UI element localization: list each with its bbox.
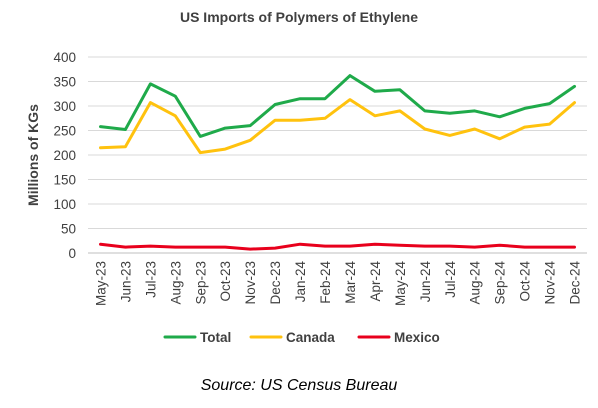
x-tick-label: Sep-24 xyxy=(493,261,508,305)
series-line-canada xyxy=(99,98,576,155)
x-tick-label: Nov-23 xyxy=(243,261,258,305)
legend-item-canada: Canada xyxy=(249,330,335,345)
x-tick-label: Dec-24 xyxy=(568,261,583,305)
x-tick-label: Aug-24 xyxy=(468,261,483,305)
x-tick-label: Oct-23 xyxy=(218,261,233,302)
x-tick-label: Jan-24 xyxy=(293,261,308,303)
y-tick-label: 350 xyxy=(53,75,76,90)
gridlines xyxy=(88,56,587,254)
x-tick-label: Sep-23 xyxy=(193,261,208,305)
x-tick-label: Dec-23 xyxy=(268,261,283,305)
legend-label: Mexico xyxy=(394,330,440,345)
source-note: Source: US Census Bureau xyxy=(200,377,398,394)
y-tick-label: 300 xyxy=(53,99,76,114)
chart-title: US Imports of Polymers of Ethylene xyxy=(180,9,418,25)
y-tick-label: 100 xyxy=(53,197,76,212)
y-tick-label: 250 xyxy=(53,124,76,139)
y-axis-label: Millions of KGs xyxy=(25,104,41,206)
x-tick-label: Nov-24 xyxy=(543,261,558,305)
y-tick-label: 400 xyxy=(53,50,76,65)
x-tick-label: Jun-23 xyxy=(118,261,133,302)
x-tick-label: Jul-23 xyxy=(143,261,158,298)
x-tick-label: May-23 xyxy=(93,261,108,306)
y-tick-label: 50 xyxy=(61,222,76,237)
y-tick-label: 150 xyxy=(53,173,76,188)
x-tick-label: Jul-24 xyxy=(443,261,458,298)
x-tick-label: Apr-24 xyxy=(368,261,383,302)
x-axis-ticks: May-23 Jun-23 Jul-23 Aug-23 Sep-23 Oct-23 Nov-… xyxy=(93,261,582,307)
y-axis-ticks: 0 50 100 150 200 250 300 350 400 xyxy=(53,50,76,261)
x-tick-label: Mar-24 xyxy=(343,261,358,304)
legend-item-total: Total xyxy=(163,330,231,345)
legend-item-mexico: Mexico xyxy=(357,330,440,345)
series-line-total xyxy=(99,74,576,138)
legend: Total Canada Mexico xyxy=(163,330,440,345)
series-line-mexico xyxy=(99,242,576,251)
legend-label: Canada xyxy=(286,330,335,345)
x-tick-label: Aug-23 xyxy=(168,261,183,305)
x-tick-label: Feb-24 xyxy=(318,261,333,304)
series-lines xyxy=(99,74,576,251)
x-tick-label: Oct-24 xyxy=(518,261,533,302)
y-tick-label: 0 xyxy=(68,246,76,261)
y-tick-label: 200 xyxy=(53,148,76,163)
legend-label: Total xyxy=(200,330,231,345)
x-tick-label: May-24 xyxy=(393,261,408,307)
x-tick-label: Jun-24 xyxy=(418,261,433,303)
